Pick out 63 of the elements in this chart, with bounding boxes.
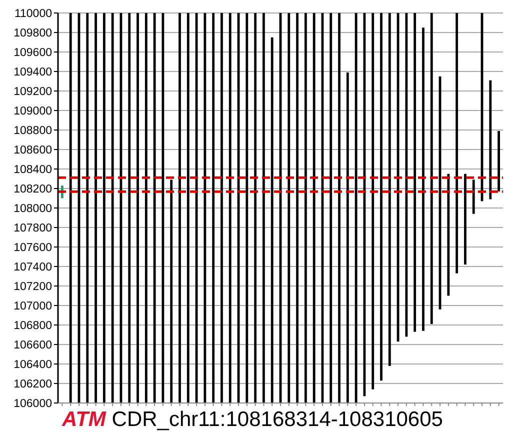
bar [94, 13, 97, 403]
bar [456, 13, 458, 274]
bar [296, 13, 298, 403]
bar [204, 13, 206, 403]
bar [422, 28, 424, 331]
bar [254, 13, 257, 403]
y-tick-label: 106600 [14, 340, 52, 352]
bar [270, 37, 274, 403]
y-tick-label: 106400 [14, 359, 52, 372]
y-tick-label: 108800 [14, 125, 52, 138]
bar [304, 13, 307, 403]
y-tick-label: 106200 [14, 378, 52, 391]
y-tick-label: 106000 [14, 398, 52, 410]
bar [178, 13, 181, 403]
y-tick-label: 109800 [14, 28, 52, 40]
bar [414, 13, 416, 332]
bar [380, 13, 382, 381]
y-tick-label: 107400 [14, 262, 52, 274]
bar [228, 13, 232, 403]
y-tick-label: 108600 [14, 144, 52, 157]
y-tick-label: 109400 [14, 66, 52, 79]
y-tick-label: 107800 [14, 222, 52, 235]
bar [246, 13, 248, 403]
bar [472, 180, 475, 214]
bar [144, 13, 148, 403]
bar [136, 13, 139, 403]
bar [354, 13, 358, 403]
text: ATM CDR_chr11:108168314-108310605 [61, 408, 443, 431]
bar [86, 13, 89, 403]
bar [498, 130, 500, 192]
bar [111, 13, 114, 403]
y-tick-label: 108400 [14, 164, 52, 176]
bar [170, 180, 173, 403]
y-tick-label: 107000 [14, 300, 52, 313]
y-tick-label: 109600 [14, 47, 52, 60]
bar [405, 13, 408, 337]
bar [312, 13, 316, 403]
y-tick-label: 108200 [14, 184, 52, 196]
bar [69, 13, 72, 403]
bar [212, 13, 215, 403]
y-tick-label: 107600 [14, 242, 52, 254]
bar [288, 13, 290, 403]
bar [330, 13, 332, 403]
bar [464, 174, 466, 265]
y-tick-label: 110000 [14, 8, 52, 20]
bar [346, 72, 349, 403]
y-tick-label: 106800 [14, 320, 52, 332]
bar [447, 174, 450, 296]
bar [430, 13, 433, 324]
bar [153, 13, 156, 403]
bar [388, 13, 391, 366]
bar [372, 13, 374, 390]
y-tick-label: 109200 [14, 86, 52, 98]
bar [338, 13, 340, 403]
bar [102, 13, 106, 403]
y-tick-label: 108000 [14, 203, 52, 216]
y-tick-label: 109000 [14, 106, 52, 118]
y-tick-label: 107200 [14, 281, 52, 294]
bar [262, 13, 265, 403]
bar [186, 13, 190, 403]
bar [220, 13, 223, 403]
bar [128, 13, 131, 403]
bar [489, 80, 492, 200]
